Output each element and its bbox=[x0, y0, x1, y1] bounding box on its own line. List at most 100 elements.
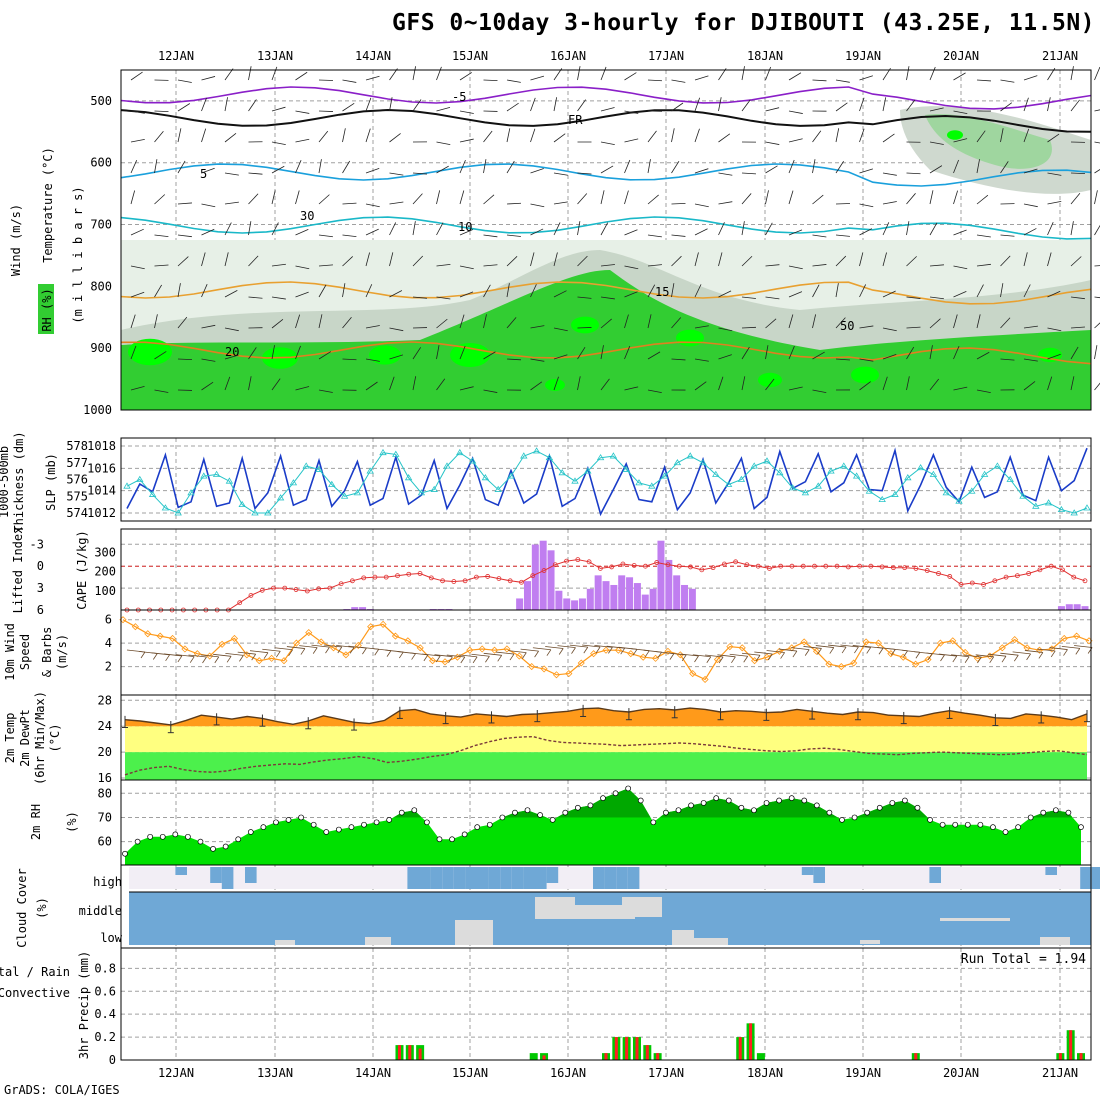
wind-barb bbox=[412, 172, 427, 175]
wind-barb bbox=[365, 325, 380, 329]
rh-contour-label: 50 bbox=[840, 319, 854, 333]
wind-barb bbox=[840, 644, 859, 648]
wind-barb bbox=[1026, 653, 1031, 661]
wind-barb bbox=[1013, 654, 1019, 662]
thickness-point bbox=[507, 472, 515, 479]
wind-barb bbox=[1000, 161, 1009, 174]
wind-barb bbox=[188, 654, 207, 658]
wind-barb bbox=[271, 378, 281, 391]
wind-barb bbox=[624, 314, 629, 329]
top-date-label: 12JAN bbox=[158, 49, 194, 63]
wind-barb bbox=[671, 283, 675, 298]
wind-barb bbox=[882, 376, 888, 391]
cloud-high-bar bbox=[1091, 867, 1100, 889]
wind-barb bbox=[248, 347, 257, 360]
wind-barb bbox=[694, 228, 708, 236]
thickness-point bbox=[609, 452, 618, 459]
wind-barb bbox=[741, 193, 752, 205]
wind-barb bbox=[976, 389, 991, 394]
wind-barb bbox=[201, 203, 216, 208]
wind-barb bbox=[342, 358, 357, 361]
precip-conv-bar bbox=[614, 1037, 618, 1060]
thickness-point bbox=[456, 448, 464, 456]
temperature-contour bbox=[120, 281, 1092, 305]
wind-barb bbox=[459, 314, 465, 329]
credit-label: GrADS: COLA/IGES bbox=[4, 1083, 120, 1097]
cloud-high-bar bbox=[593, 867, 605, 889]
wind-barb bbox=[1000, 317, 1011, 329]
wind-barb bbox=[906, 172, 921, 175]
wind-barb bbox=[323, 644, 342, 648]
wind-barb bbox=[483, 159, 487, 174]
wind-barb bbox=[1070, 99, 1080, 112]
wind-barb bbox=[577, 99, 586, 112]
panel-frame bbox=[120, 437, 1092, 522]
rh-contour-label: 30 bbox=[300, 209, 314, 223]
rh-point bbox=[398, 809, 405, 816]
thickness-tick-label: 574 bbox=[66, 506, 88, 520]
cloud-level-label: middle bbox=[79, 904, 122, 918]
temperature-contour-label: 5 bbox=[200, 167, 207, 181]
wind-barb bbox=[459, 265, 474, 270]
wind-barb bbox=[389, 133, 401, 143]
wind-barb bbox=[154, 264, 169, 267]
cape-bar bbox=[649, 588, 657, 610]
rh-point bbox=[876, 804, 883, 811]
wind-barb bbox=[201, 324, 216, 329]
rh-saturated-blob bbox=[545, 379, 565, 391]
cape-bar bbox=[673, 575, 681, 610]
li-point bbox=[1037, 567, 1043, 573]
wind-barb bbox=[624, 229, 638, 236]
wind-barb bbox=[906, 99, 916, 112]
rh-saturated-blob bbox=[571, 316, 599, 334]
wind-barb bbox=[530, 128, 536, 143]
wind-barb bbox=[506, 317, 517, 329]
rh-point bbox=[801, 797, 808, 804]
wind-barb bbox=[248, 193, 259, 205]
wind-barb bbox=[1047, 252, 1052, 267]
rh-high-area bbox=[125, 788, 1081, 818]
wind-barb bbox=[436, 296, 451, 300]
rh-point bbox=[361, 821, 367, 828]
rh-point bbox=[436, 836, 443, 843]
wind-barb bbox=[878, 648, 884, 655]
thickness-point bbox=[302, 462, 310, 469]
cloud-high-bar bbox=[210, 867, 222, 883]
pressure-tick-label: 900 bbox=[90, 341, 112, 355]
cloud-gap bbox=[622, 897, 662, 917]
wind-barb bbox=[201, 358, 216, 362]
wind-barb bbox=[177, 234, 192, 238]
wind-barb bbox=[251, 653, 257, 661]
wind-barb bbox=[718, 201, 733, 205]
cape-bar bbox=[665, 559, 673, 610]
rh-saturated-blob bbox=[676, 329, 704, 347]
wind-barb bbox=[412, 193, 423, 205]
wind-barb bbox=[483, 284, 491, 298]
cape-bar bbox=[688, 588, 696, 610]
wind-barb bbox=[365, 358, 380, 362]
precip-conv-bar bbox=[408, 1045, 412, 1060]
wind-barb bbox=[483, 194, 495, 205]
wind-barb bbox=[1074, 645, 1093, 648]
wind-barb bbox=[422, 653, 441, 657]
wind-barb bbox=[594, 645, 613, 648]
wind-barb bbox=[953, 265, 968, 270]
wind-barb bbox=[176, 654, 195, 658]
wind-barb bbox=[163, 653, 182, 657]
rh-point bbox=[499, 814, 506, 821]
wind-barb bbox=[929, 378, 940, 391]
wind-barb bbox=[647, 194, 659, 205]
wind-barb bbox=[342, 160, 351, 174]
rh-point bbox=[650, 819, 657, 826]
thickness-point bbox=[788, 484, 797, 491]
thickness-point bbox=[379, 448, 387, 456]
cape-bar bbox=[563, 598, 571, 610]
wind-barb bbox=[680, 653, 699, 657]
wind-barb bbox=[459, 110, 474, 114]
cape-bar bbox=[531, 544, 539, 610]
wind-barb bbox=[1094, 109, 1100, 112]
wind-barb bbox=[1061, 645, 1080, 649]
thickness-point bbox=[916, 463, 925, 471]
thickness-point bbox=[891, 490, 899, 497]
wind-barb bbox=[201, 128, 207, 143]
